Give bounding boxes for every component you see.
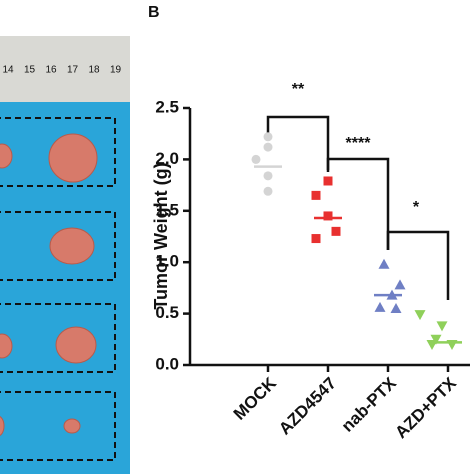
point [378,258,390,269]
significance-label: **** [346,135,372,152]
dashed-boxes [0,117,116,461]
ruler-label: 16 [45,65,57,76]
tumor [49,227,95,265]
point [394,279,406,290]
ruler-label: 17 [67,65,79,76]
box [0,117,116,187]
point [263,132,273,142]
y-tick-label: 1.5 [155,200,179,219]
point [390,302,402,313]
box [0,391,116,461]
point [436,321,448,332]
box [0,211,116,281]
bracket [326,157,390,250]
tumor [55,326,97,364]
point [374,301,386,312]
ruler-label: 15 [24,65,36,76]
y-tick-label: 2.0 [155,149,179,168]
ruler-labels: 14 15 16 17 18 19 [2,65,121,76]
point [263,171,273,181]
point [251,154,261,164]
tumors [0,133,98,436]
ruler-label: 19 [110,65,122,76]
point [311,190,321,200]
x-tick-label: nab-PTX [338,373,401,436]
y-tick-label: 0.5 [155,303,179,322]
point [263,142,273,152]
ruler [0,36,130,102]
point [311,234,321,244]
x-tick-label: MOCK [230,373,281,424]
panel-label: B [148,4,160,21]
y-tick-label: 1.0 [155,252,179,271]
tumor [0,416,5,436]
tumor [0,143,13,169]
y-tick-label: 2.5 [155,97,179,116]
tumor [48,133,98,183]
point [426,339,438,350]
point [323,176,333,186]
significance-label: * [413,199,420,216]
ruler-label: 18 [88,65,100,76]
box [0,303,116,373]
point [430,334,442,345]
point [446,339,458,350]
point [331,226,341,236]
y-axis-label: Tumor Weight (g) [151,162,171,309]
point [414,310,426,321]
significance-label: ** [292,81,305,98]
tumor [63,418,81,434]
point [263,186,273,196]
photo: 14 15 16 17 18 19 [0,36,130,474]
point [386,289,398,300]
point [323,211,333,221]
ruler-label: 14 [2,65,14,76]
x-tick-label: AZD+PTX [391,373,460,442]
y-tick-label: 0.0 [155,354,179,373]
x-tick-label: AZD4547 [275,374,340,439]
plot: 0.0 0.5 1.0 1.5 2.0 2.5 MOCKAZD4547nab-PTXAZD+… [155,81,470,442]
bracket [386,230,450,300]
bracket [266,115,330,170]
significance-brackets [266,115,450,300]
tumor [0,333,13,359]
